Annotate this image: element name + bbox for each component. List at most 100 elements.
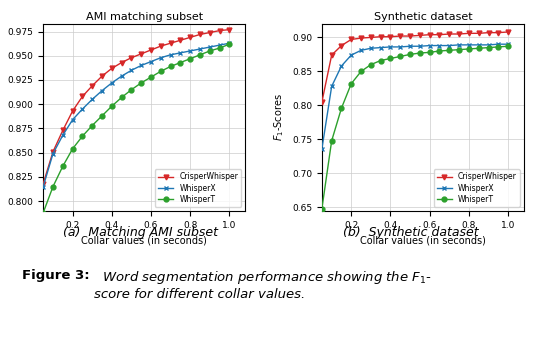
Line: CrisperWhisper: CrisperWhisper	[40, 27, 232, 186]
CrisperWhisper	[138, 52, 145, 56]
WhisperT	[436, 49, 443, 53]
WhisperT	[505, 44, 511, 48]
Line: WhisperT: WhisperT	[320, 44, 510, 211]
CrisperWhisper	[187, 35, 193, 39]
WhisperX	[417, 44, 423, 48]
WhisperX	[167, 53, 174, 57]
CrisperWhisper	[417, 33, 423, 37]
WhisperT	[177, 61, 184, 65]
WhisperT	[417, 51, 423, 55]
Line: WhisperX: WhisperX	[40, 41, 232, 189]
WhisperT	[446, 48, 453, 52]
WhisperT	[118, 96, 125, 100]
WhisperT	[407, 52, 413, 56]
WhisperX	[397, 45, 403, 49]
WhisperX	[138, 64, 145, 68]
WhisperX	[328, 84, 335, 88]
WhisperX	[475, 43, 482, 47]
WhisperT	[495, 45, 502, 49]
CrisperWhisper	[328, 53, 335, 57]
CrisperWhisper	[358, 36, 365, 40]
CrisperWhisper	[177, 38, 184, 42]
WhisperT	[217, 46, 223, 50]
WhisperT	[158, 69, 164, 73]
WhisperX	[69, 118, 76, 122]
WhisperX	[465, 43, 472, 47]
WhisperX	[505, 42, 511, 46]
CrisperWhisper	[397, 34, 403, 38]
CrisperWhisper	[485, 31, 492, 35]
WhisperX	[358, 48, 365, 52]
X-axis label: Collar values (in seconds): Collar values (in seconds)	[360, 235, 486, 245]
Y-axis label: $F_1$ Scores: $F_1$ Scores	[0, 94, 2, 141]
WhisperT	[187, 57, 193, 61]
WhisperT	[138, 81, 145, 85]
WhisperT	[465, 47, 472, 51]
CrisperWhisper	[377, 35, 384, 39]
WhisperX	[148, 59, 154, 64]
WhisperT	[368, 63, 374, 67]
WhisperX	[118, 74, 125, 78]
WhisperT	[50, 185, 56, 189]
WhisperT	[328, 139, 335, 143]
CrisperWhisper	[465, 31, 472, 35]
X-axis label: Collar values (in seconds): Collar values (in seconds)	[81, 235, 207, 245]
WhisperT	[358, 69, 365, 73]
CrisperWhisper	[387, 35, 394, 39]
WhisperX	[348, 53, 355, 57]
WhisperX	[89, 97, 96, 101]
WhisperT	[226, 42, 233, 46]
CrisperWhisper	[217, 29, 223, 33]
WhisperX	[177, 51, 184, 55]
CrisperWhisper	[456, 32, 462, 36]
Text: (b)  Synthetic dataset: (b) Synthetic dataset	[342, 226, 478, 239]
CrisperWhisper	[40, 182, 46, 186]
WhisperX	[368, 46, 374, 50]
Line: WhisperT: WhisperT	[40, 42, 232, 215]
CrisperWhisper	[319, 100, 325, 104]
CrisperWhisper	[505, 30, 511, 34]
WhisperX	[128, 68, 134, 72]
WhisperX	[338, 64, 345, 68]
WhisperT	[387, 56, 394, 61]
CrisperWhisper	[109, 66, 115, 70]
WhisperX	[197, 47, 203, 51]
Title: Synthetic dataset: Synthetic dataset	[374, 12, 472, 22]
WhisperT	[485, 46, 492, 50]
WhisperT	[59, 164, 66, 168]
WhisperT	[167, 64, 174, 68]
WhisperX	[485, 43, 492, 47]
WhisperX	[207, 45, 213, 49]
WhisperT	[89, 123, 96, 128]
WhisperT	[197, 53, 203, 57]
WhisperT	[456, 48, 462, 52]
CrisperWhisper	[226, 28, 233, 32]
WhisperX	[495, 42, 502, 46]
WhisperT	[40, 211, 46, 215]
WhisperX	[187, 49, 193, 53]
WhisperX	[436, 44, 443, 48]
WhisperT	[427, 50, 433, 54]
WhisperX	[407, 44, 413, 48]
CrisperWhisper	[436, 33, 443, 37]
CrisperWhisper	[475, 31, 482, 35]
Text: Word segmentation performance showing the $F_1$-
score for different collar valu: Word segmentation performance showing th…	[94, 269, 433, 301]
WhisperX	[109, 81, 115, 85]
Legend: CrisperWhisper, WhisperX, WhisperT: CrisperWhisper, WhisperX, WhisperT	[434, 169, 520, 207]
CrisperWhisper	[158, 44, 164, 48]
WhisperT	[338, 106, 345, 110]
WhisperX	[217, 43, 223, 47]
CrisperWhisper	[407, 34, 413, 38]
WhisperT	[99, 114, 105, 118]
CrisperWhisper	[197, 32, 203, 36]
WhisperX	[226, 41, 233, 45]
WhisperX	[40, 185, 46, 189]
CrisperWhisper	[148, 48, 154, 52]
CrisperWhisper	[128, 56, 134, 60]
CrisperWhisper	[427, 33, 433, 37]
WhisperX	[158, 56, 164, 60]
CrisperWhisper	[79, 95, 86, 99]
WhisperX	[319, 147, 325, 151]
Text: Figure 3:: Figure 3:	[22, 269, 89, 282]
CrisperWhisper	[69, 109, 76, 113]
